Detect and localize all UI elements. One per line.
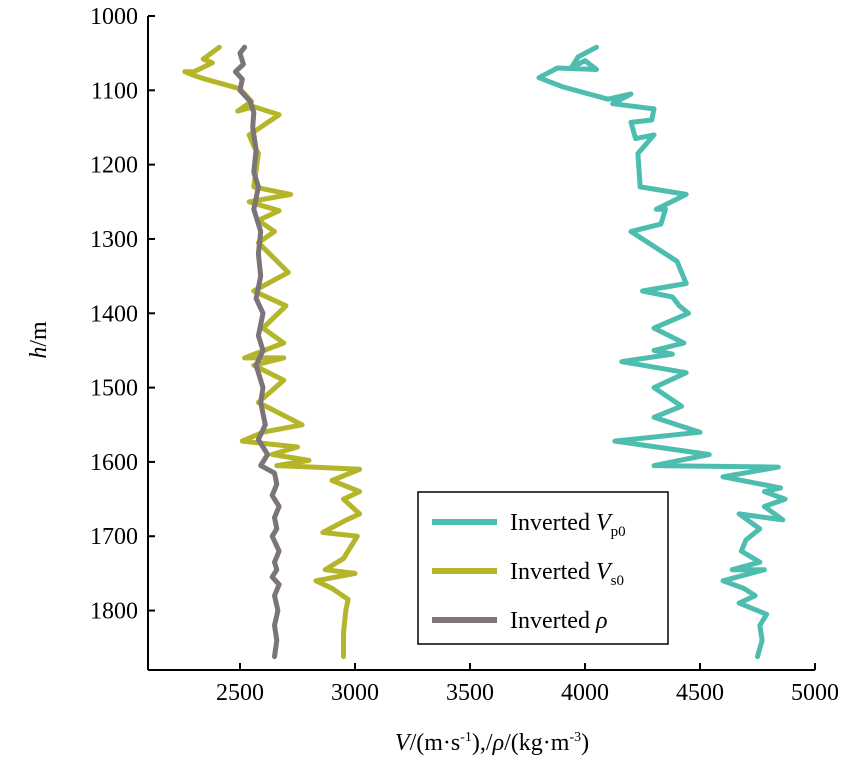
y-tick-label: 1200 bbox=[90, 153, 138, 179]
x-tick-label: 4500 bbox=[676, 680, 724, 706]
series-line-0 bbox=[536, 44, 788, 660]
x-tick-label: 4000 bbox=[561, 680, 609, 706]
legend-label-2: Inverted ρ bbox=[510, 608, 608, 634]
y-tick-label: 1700 bbox=[90, 524, 138, 550]
y-tick-label: 1000 bbox=[90, 4, 138, 30]
series-line-1 bbox=[182, 44, 363, 660]
y-tick-label: 1100 bbox=[91, 78, 138, 104]
axes bbox=[147, 16, 815, 671]
y-tick-label: 1300 bbox=[90, 227, 138, 253]
y-tick-label: 1600 bbox=[90, 450, 138, 476]
ticks: 1000 1100 1200 1300 1400 1500 1600 1700 1800 2500… bbox=[90, 4, 839, 706]
legend-label-0: Inverted Vp0 bbox=[510, 510, 626, 540]
y-tick-label: 1400 bbox=[90, 301, 138, 327]
x-axis-label: V/(m·s-1),/ρ/(kg·m-3) bbox=[395, 730, 589, 756]
x-tick-label: 2500 bbox=[216, 680, 264, 706]
plot-lines bbox=[182, 44, 788, 660]
y-tick-label: 1800 bbox=[90, 599, 138, 625]
y-axis-label: h/m bbox=[26, 321, 52, 359]
x-tick-label: 3000 bbox=[331, 680, 379, 706]
legend-label-1: Inverted Vs0 bbox=[510, 559, 624, 589]
series-line-2 bbox=[232, 44, 282, 660]
x-tick-label: 5000 bbox=[791, 680, 839, 706]
x-tick-label: 3500 bbox=[446, 680, 494, 706]
legend: Inverted Vp0 Inverted Vs0 Inverted ρ bbox=[417, 491, 669, 645]
y-tick-label: 1500 bbox=[90, 376, 138, 402]
